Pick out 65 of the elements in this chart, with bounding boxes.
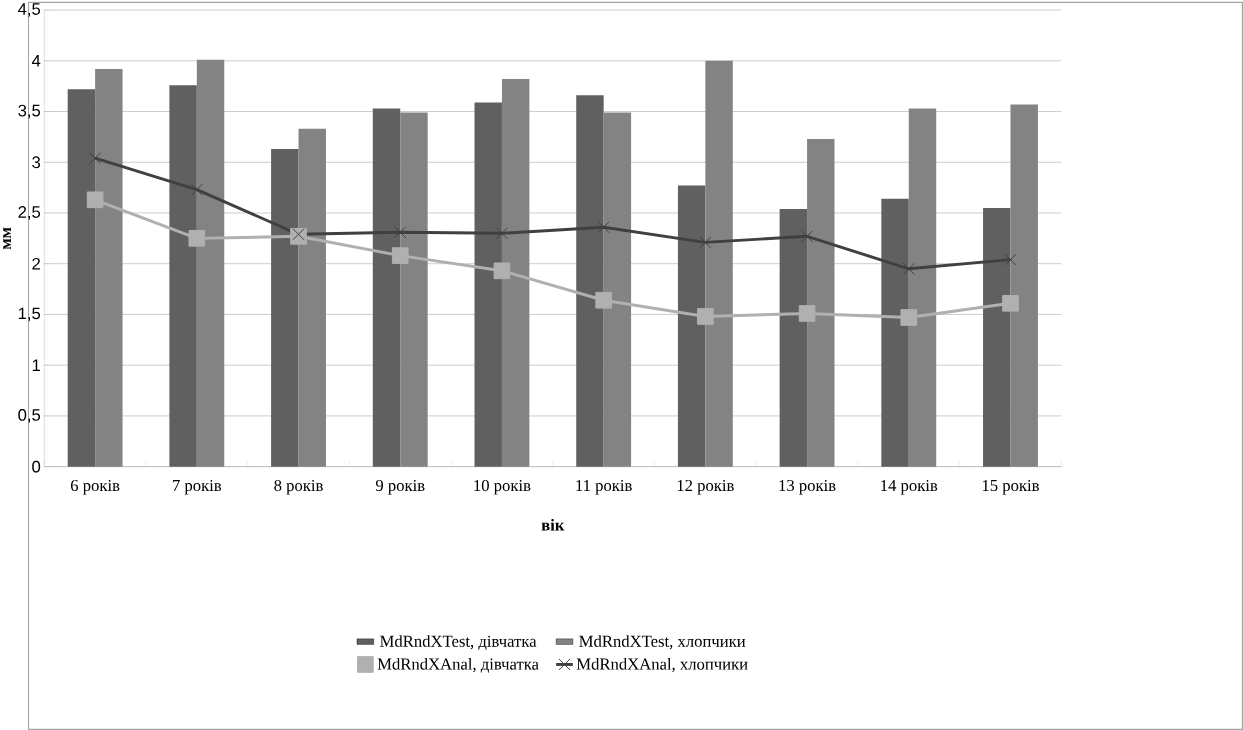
bar xyxy=(95,68,123,467)
point xyxy=(292,228,305,241)
x-tick-label: 11 років xyxy=(576,479,632,495)
bar xyxy=(169,85,197,467)
x-tick-label: 9 років xyxy=(375,479,425,495)
y-tick-label: 2,5 xyxy=(18,206,41,220)
bar xyxy=(807,138,835,467)
point xyxy=(697,308,714,325)
bar xyxy=(881,198,909,467)
point xyxy=(801,230,814,243)
bar xyxy=(474,102,502,467)
x-axis-title: вік xyxy=(541,518,565,531)
point xyxy=(1002,294,1019,312)
legend-label: MdRndXAnal, дівчатка xyxy=(377,657,539,673)
point xyxy=(188,230,206,247)
legend-label: MdRndXTest, дівчатка xyxy=(380,635,537,650)
x-tick-label: 7 років xyxy=(173,479,222,495)
x-tick-label: 12 років xyxy=(677,479,734,495)
y-tick-label: 3 xyxy=(32,156,41,169)
y-tick-label: 2 xyxy=(32,257,40,270)
point xyxy=(798,305,816,322)
bar xyxy=(603,112,632,467)
point xyxy=(699,236,712,249)
x-tick-label: 8 років xyxy=(274,479,323,495)
point xyxy=(394,226,407,239)
y-tick-label: 0 xyxy=(32,460,41,473)
point xyxy=(1004,253,1017,266)
y-tick-label: 1,5 xyxy=(18,307,41,322)
point xyxy=(495,227,508,240)
point xyxy=(190,183,203,196)
x-tick-label: 6 років xyxy=(70,479,120,495)
bar xyxy=(501,79,530,467)
point xyxy=(595,291,612,309)
bar xyxy=(271,149,299,467)
bar xyxy=(400,112,428,467)
y-tick-label: 4 xyxy=(31,55,41,67)
bar xyxy=(705,60,733,467)
x-tick-label: 13 років xyxy=(779,479,836,495)
legend-label: MdRndXTest, хлопчики xyxy=(579,635,746,650)
point xyxy=(493,262,511,280)
bar xyxy=(67,89,96,467)
bar xyxy=(677,185,706,467)
point xyxy=(597,221,610,234)
x-tick-label: 15 років xyxy=(982,479,1039,495)
bar xyxy=(576,95,604,467)
bar xyxy=(298,128,326,467)
y-tick-label: 4,5 xyxy=(18,3,41,17)
bar xyxy=(372,108,401,467)
y-tick-label: 1 xyxy=(32,359,40,371)
point xyxy=(86,191,104,209)
bar xyxy=(196,59,225,467)
y-tick-label: 0,5 xyxy=(18,409,41,423)
legend-label: MdRndXAnal, хлопчики xyxy=(576,657,748,673)
bar xyxy=(779,208,808,467)
x-tick-label: 10 років xyxy=(474,479,531,495)
point xyxy=(391,247,409,264)
y-tick-label: 3,5 xyxy=(18,104,41,119)
bar xyxy=(983,207,1011,467)
point xyxy=(902,262,915,275)
point xyxy=(89,152,102,165)
x-tick-label: 14 років xyxy=(881,479,938,495)
point xyxy=(900,309,918,326)
bar xyxy=(908,108,937,467)
y-axis-title: мм xyxy=(3,227,11,250)
bar xyxy=(1010,104,1038,467)
